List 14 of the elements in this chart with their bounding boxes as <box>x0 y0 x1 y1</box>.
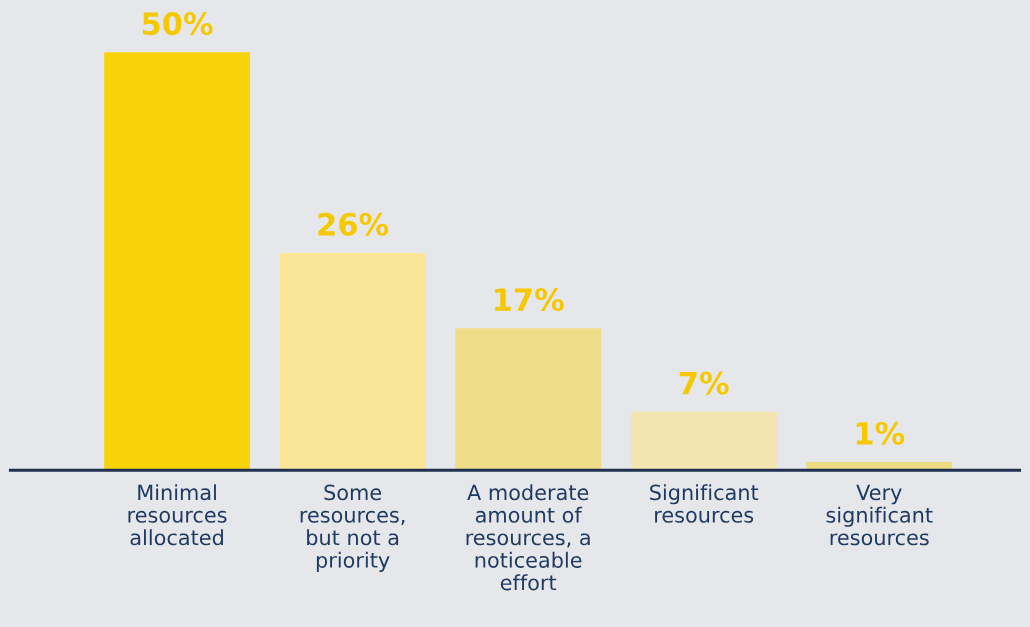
data-label: 50% <box>142 12 213 36</box>
data-label: 7% <box>679 371 729 395</box>
x-tick-label: A moderate amount of resources, a noticeable effort <box>466 484 590 591</box>
x-tick-label: Some resources, but not a priority <box>300 484 405 572</box>
data-label: 17% <box>495 287 564 312</box>
bar <box>104 52 250 471</box>
bar <box>630 411 777 471</box>
data-label: 26% <box>318 212 389 236</box>
data-label: 1% <box>856 421 905 445</box>
bar <box>455 328 602 471</box>
bar <box>279 252 426 471</box>
x-tick-label: Significant resources <box>650 484 759 523</box>
x-tick-label: Very significant resources <box>826 484 933 546</box>
x-tick-label: Minimal resources allocated <box>128 484 227 546</box>
